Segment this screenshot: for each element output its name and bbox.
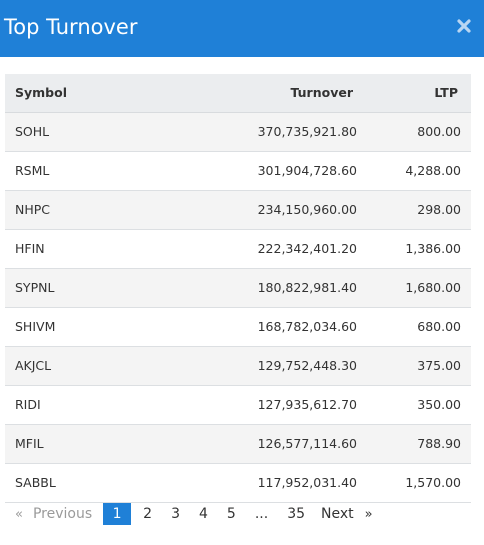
cell-ltp: 1,680.00 [367,268,471,308]
cell-turnover: 129,752,448.30 [175,346,367,386]
turnover-table-container: Symbol Turnover LTP SOHL 370,735,921.80 80… [5,74,471,503]
cell-symbol: AKJCL [5,346,175,386]
cell-ltp: 680.00 [367,307,471,347]
cell-symbol: SABBL [5,463,175,503]
pagination: « Previous 1 2 3 4 5 ... 35 Next » [8,503,380,525]
cell-ltp: 788.90 [367,424,471,464]
table-header-row: Symbol Turnover LTP [5,74,471,113]
page-3-button[interactable]: 3 [171,506,180,522]
cell-ltp: 350.00 [367,385,471,425]
cell-turnover: 126,577,114.60 [175,424,367,464]
column-header-ltp[interactable]: LTP [367,74,471,113]
cell-symbol: MFIL [5,424,175,464]
table-row[interactable]: MFIL 126,577,114.60 788.90 [5,424,471,464]
cell-ltp: 4,288.00 [367,151,471,191]
page-35-button[interactable]: 35 [287,506,306,522]
cell-symbol: RIDI [5,385,175,425]
cell-turnover: 180,822,981.40 [175,268,367,308]
modal-header: Top Turnover [0,0,484,57]
page-2-button[interactable]: 2 [143,506,153,522]
previous-label: Previous [32,506,93,522]
cell-turnover: 301,904,728.60 [175,151,367,191]
cell-symbol: RSML [5,151,175,191]
page-4-button[interactable]: 4 [198,506,208,522]
previous-arrow-icon: « [15,506,23,522]
cell-symbol: NHPC [5,190,175,230]
cell-turnover: 222,342,401.20 [175,229,367,269]
cell-turnover: 370,735,921.80 [175,112,367,152]
cell-symbol: HFIN [5,229,175,269]
turnover-table: Symbol Turnover LTP SOHL 370,735,921.80 80… [5,74,471,503]
previous-page-button[interactable]: « Previous [8,503,103,525]
column-header-turnover[interactable]: Turnover [175,74,367,113]
cell-symbol: SHIVM [5,307,175,347]
cell-ltp: 1,570.00 [367,463,471,503]
table-row[interactable]: SHIVM 168,782,034.60 680.00 [5,307,471,347]
table-row[interactable]: RSML 301,904,728.60 4,288.00 [5,151,471,191]
cell-symbol: SOHL [5,112,175,152]
page-1-button[interactable]: 1 [103,503,132,525]
close-icon[interactable] [456,18,472,34]
cell-ltp: 375.00 [367,346,471,386]
page-5-button[interactable]: 5 [226,506,236,522]
table-row[interactable]: HFIN 222,342,401.20 1,386.00 [5,229,471,269]
cell-symbol: SYPNL [5,268,175,308]
modal-title: Top Turnover [4,15,138,39]
cell-turnover: 234,150,960.00 [175,190,367,230]
cell-ltp: 298.00 [367,190,471,230]
next-arrow-icon: » [364,506,373,522]
next-page-button[interactable]: Next » [312,503,380,525]
table-body: SOHL 370,735,921.80 800.00 RSML 301,904,728.… [5,112,471,503]
cell-ltp: 800.00 [367,112,471,152]
cell-turnover: 168,782,034.60 [175,307,367,347]
table-row[interactable]: SABBL 117,952,031.40 1,570.00 [5,463,471,503]
pagination-ellipsis: ... [254,506,269,522]
table-row[interactable]: SOHL 370,735,921.80 800.00 [5,112,471,152]
table-row[interactable]: AKJCL 129,752,448.30 375.00 [5,346,471,386]
cell-turnover: 127,935,612.70 [175,385,367,425]
table-row[interactable]: SYPNL 180,822,981.40 1,680.00 [5,268,471,308]
next-label: Next [321,506,354,522]
table-row[interactable]: NHPC 234,150,960.00 298.00 [5,190,471,230]
cell-ltp: 1,386.00 [367,229,471,269]
column-header-symbol[interactable]: Symbol [5,74,175,113]
cell-turnover: 117,952,031.40 [175,463,367,503]
table-row[interactable]: RIDI 127,935,612.70 350.00 [5,385,471,425]
